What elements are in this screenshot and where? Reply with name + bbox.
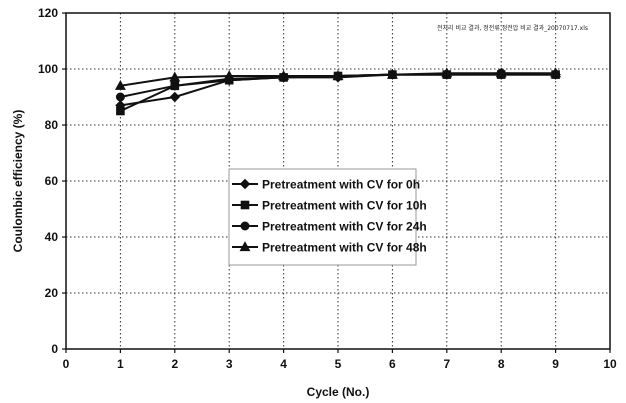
x-tick-label: 1 (117, 357, 124, 371)
data-point (278, 70, 290, 81)
file-annotation: 전처리 비교 결과, 정전류 정전압 비교 결과_20070717.xls (437, 24, 588, 32)
y-tick-label: 40 (45, 230, 59, 244)
data-point (115, 92, 125, 102)
series-4 (114, 67, 562, 90)
x-tick-label: 10 (603, 357, 617, 371)
legend: Pretreatment with CV for 0h Pretreatment … (228, 168, 427, 266)
legend-marker (239, 178, 251, 190)
y-tick-label: 80 (45, 118, 59, 132)
x-tick-label: 4 (280, 357, 287, 371)
y-tick-label: 100 (38, 62, 58, 76)
y-tick-label: 20 (45, 286, 59, 300)
y-tick-label: 120 (38, 6, 58, 20)
data-point (550, 67, 562, 78)
x-tick-label: 9 (552, 357, 559, 371)
x-tick-label: 2 (171, 357, 178, 371)
x-tick-label: 5 (335, 357, 342, 371)
x-tick-label: 6 (389, 357, 396, 371)
x-tick-label: 0 (63, 357, 70, 371)
legend-marker (240, 221, 250, 231)
data-point (170, 81, 180, 91)
data-point (169, 91, 181, 103)
legend-label: Pretreatment with CV for 10h (262, 199, 427, 213)
data-point (495, 67, 507, 78)
grid-lines (66, 13, 610, 349)
x-tick-label: 3 (226, 357, 233, 371)
legend-entry: Pretreatment with CV for 48h (232, 241, 427, 255)
x-tick-label: 8 (498, 357, 505, 371)
x-axis-title: Cycle (No.) (307, 385, 370, 399)
data-point (441, 67, 453, 78)
legend-marker (240, 200, 250, 210)
legend-label: Pretreatment with CV for 48h (262, 241, 427, 255)
legend-marker (239, 241, 251, 252)
legend-entry: Pretreatment with CV for 10h (232, 199, 427, 213)
legend-label: Pretreatment with CV for 0h (262, 178, 420, 192)
data-point (169, 71, 181, 82)
data-point (386, 68, 398, 79)
data-point (332, 70, 344, 81)
legend-entry: Pretreatment with CV for 0h (232, 178, 420, 192)
y-tick-label: 60 (45, 174, 59, 188)
data-point (116, 106, 125, 116)
legend-entry: Pretreatment with CV for 24h (232, 220, 427, 234)
y-tick-label: 0 (51, 342, 58, 356)
data-point (114, 79, 126, 90)
legend-label: Pretreatment with CV for 24h (262, 220, 427, 234)
y-axis-title: Coulombic efficiency (%) (11, 110, 25, 253)
series-layer (114, 67, 562, 116)
x-tick-label: 7 (443, 357, 450, 371)
data-point (223, 70, 235, 81)
axis-ticks: 0 20 40 60 80 100 120 0 1 2 3 4 5 6 7 8 9 10 (38, 6, 617, 371)
legend-box (228, 168, 417, 266)
